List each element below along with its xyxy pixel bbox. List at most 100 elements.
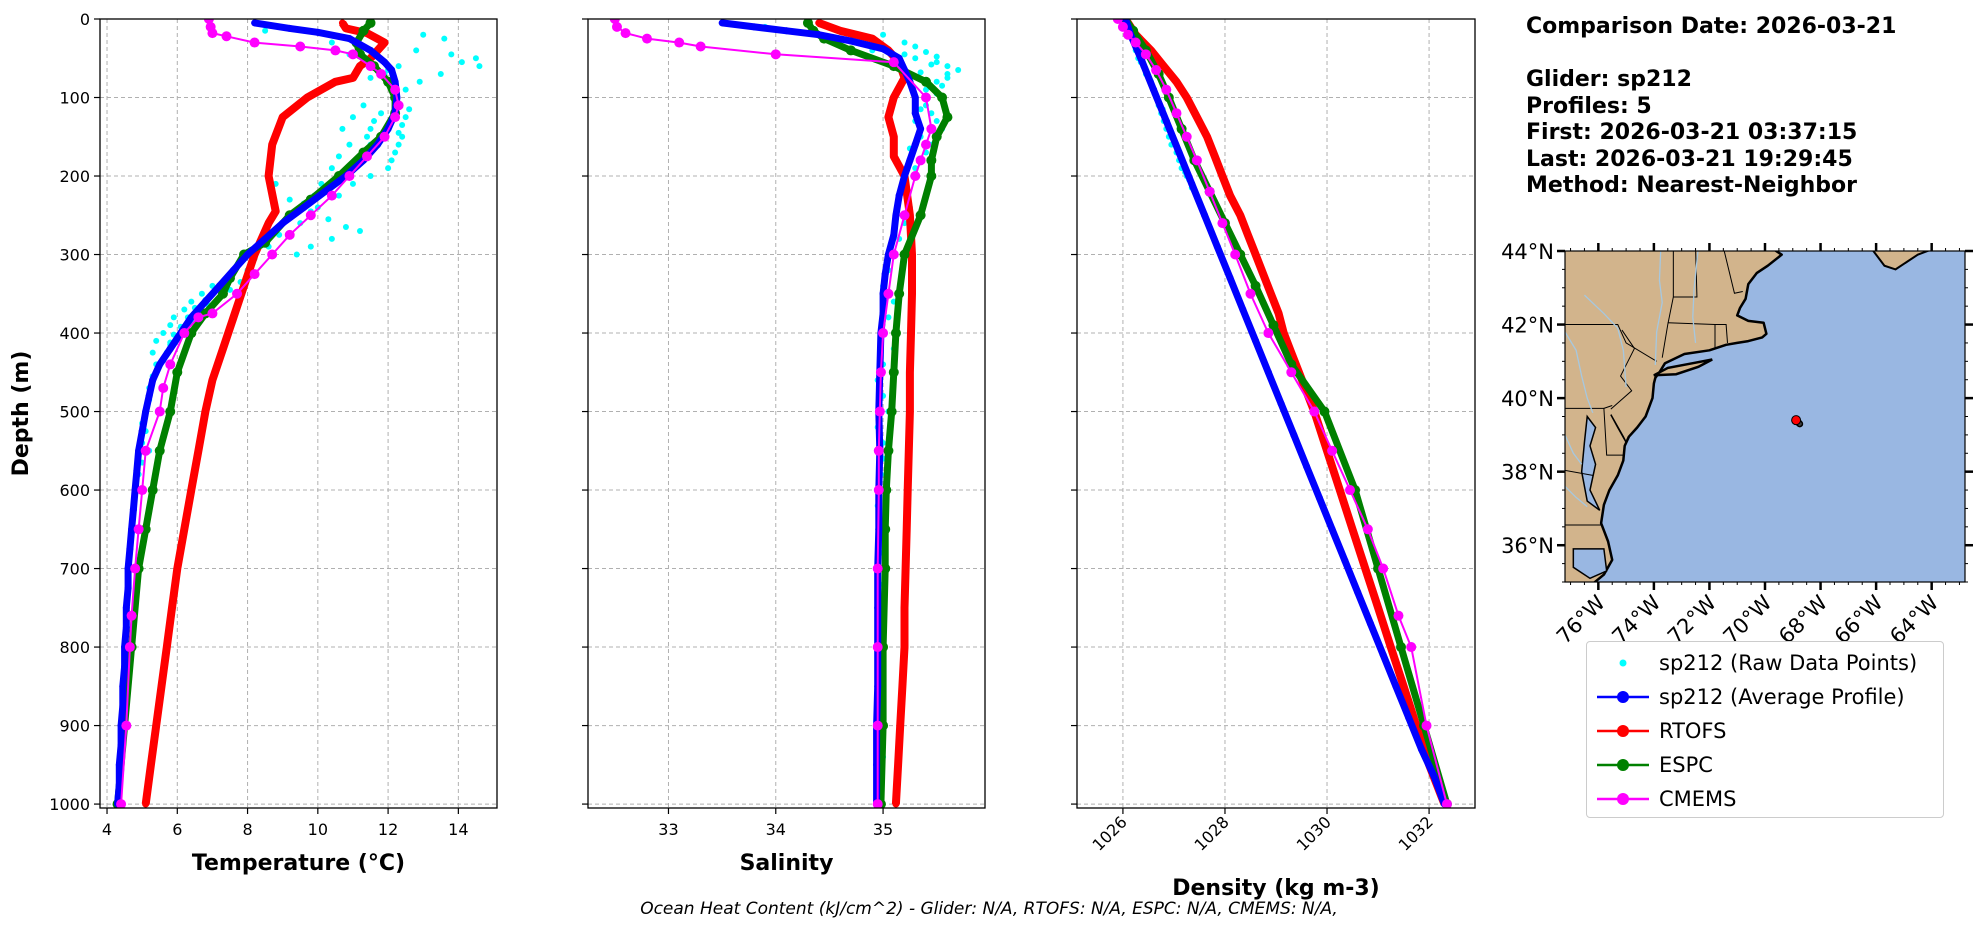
series-marker-espc [147, 485, 158, 496]
series-marker-average [815, 31, 823, 39]
x-tick-label: 35 [873, 820, 893, 839]
chesapeake-bay [1580, 414, 1601, 511]
raw-data-point [349, 114, 356, 121]
series-marker-average [230, 266, 238, 274]
series-marker-cmems [193, 312, 204, 323]
series-marker-cmems [1393, 610, 1404, 621]
series-marker-average [388, 66, 396, 74]
series-marker-average [244, 251, 252, 259]
series-marker-average [128, 525, 136, 533]
series-marker-average [1392, 682, 1400, 690]
series-marker-average [261, 235, 269, 243]
series-marker-cmems [1181, 131, 1192, 142]
series-marker-cmems [232, 288, 243, 299]
series-marker-rtofs [173, 565, 181, 573]
series-marker-espc [1319, 406, 1330, 417]
series-marker-cmems [1123, 29, 1134, 40]
series-line-rtofs [817, 19, 916, 805]
series-marker-average [345, 35, 353, 43]
profile-count: Profiles: 5 [1526, 93, 1652, 119]
raw-data-point [912, 55, 919, 62]
y-tick-label: 0 [80, 10, 90, 29]
series-marker-average [119, 702, 127, 710]
series-marker-cmems [642, 33, 653, 44]
series-marker-average [166, 345, 174, 353]
last-time: Last: 2026-03-21 19:29:45 [1526, 146, 1853, 172]
series-marker-rtofs [905, 447, 913, 455]
series-marker-espc [165, 406, 176, 417]
raw-data-point [944, 63, 951, 70]
series-marker-espc [1268, 320, 1279, 331]
x-axis-label: Density (kg m-3) [1172, 876, 1380, 901]
x-axis-label: Temperature (°C) [192, 851, 405, 876]
series-marker-espc [154, 445, 165, 456]
raw-data-point [335, 153, 342, 160]
series-marker-rtofs [1244, 231, 1252, 239]
series-marker-rtofs [142, 800, 150, 808]
series-marker-espc [915, 210, 926, 221]
series-marker-cmems [873, 485, 884, 496]
series-line-cmems [120, 19, 400, 805]
series-marker-espc [880, 563, 891, 574]
series-marker-cmems [267, 249, 278, 260]
plot-area [112, 19, 483, 808]
plot-area [609, 19, 962, 808]
series-marker-espc [886, 406, 897, 417]
series-marker-average [117, 741, 125, 749]
series-marker-cmems [1421, 720, 1432, 731]
legend-label: sp212 (Raw Data Points) [1659, 651, 1918, 675]
series-marker-rtofs [201, 408, 209, 416]
legend-swatch [1597, 725, 1649, 737]
y-tick-label: 700 [59, 560, 90, 579]
series-marker-average [1175, 148, 1183, 156]
series-marker-cmems [137, 485, 148, 496]
x-tick-label: 10 [308, 820, 328, 839]
series-marker-rtofs [356, 62, 364, 70]
series-marker-rtofs [219, 345, 227, 353]
raw-data-point [349, 180, 356, 187]
series-marker-average [126, 545, 134, 553]
y-tick-label: 500 [59, 403, 90, 422]
series-marker-rtofs [898, 682, 906, 690]
series-marker-average [890, 231, 898, 239]
map-lon-label: 72°W [1663, 590, 1721, 648]
series-marker-average [279, 219, 287, 227]
series-marker-cmems [873, 445, 884, 456]
raw-data-point [392, 149, 399, 156]
series-marker-rtofs [1387, 643, 1395, 651]
series-marker-cmems [1309, 406, 1320, 417]
axes-frame [587, 18, 986, 809]
series-marker-espc [931, 131, 942, 142]
series-marker-average [1379, 651, 1387, 659]
raw-data-point [293, 251, 300, 258]
series-marker-rtofs [1173, 78, 1180, 86]
series-marker-average [873, 761, 881, 769]
series-marker-cmems [295, 41, 306, 52]
series-marker-cmems [1344, 485, 1355, 496]
series-marker-cmems [126, 610, 137, 621]
x-tick-label: 4 [102, 820, 112, 839]
series-marker-average [201, 298, 209, 306]
series-marker-cmems [154, 406, 165, 417]
legend-item-cmems: CMEMS [1587, 782, 1943, 816]
series-marker-cmems [611, 21, 622, 32]
series-marker-espc [358, 25, 369, 36]
x-tick-label: 34 [766, 820, 786, 839]
series-marker-cmems [770, 49, 781, 60]
x-tick-label: 1028 [1191, 812, 1233, 854]
series-marker-average [300, 203, 308, 211]
legend-label: ESPC [1659, 753, 1713, 777]
density-panel: 1026 1028 1030 1032 Density (kg m-3) [1071, 18, 1476, 901]
glider-name: Glider: sp212 [1526, 67, 1692, 92]
series-marker-cmems [1217, 218, 1228, 229]
raw-data-point [335, 192, 342, 199]
series-marker-average [1226, 274, 1234, 282]
river [1583, 294, 1627, 388]
raw-data-point [476, 63, 483, 70]
series-marker-average [1264, 368, 1272, 376]
series-marker-average [121, 663, 129, 671]
location-map: 44°N 42°N 40°N 38°N 36°N 76°W74°W72°W70°W68°W… [1501, 240, 1973, 649]
x-tick-label: 1030 [1293, 812, 1335, 854]
raw-data-point [328, 165, 335, 172]
